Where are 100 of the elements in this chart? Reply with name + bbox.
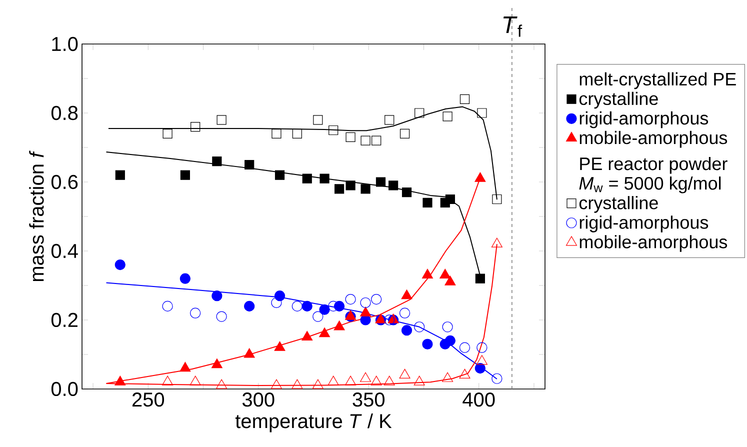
point (115, 170, 125, 180)
point (274, 170, 285, 180)
x-axis-title: temperature T / K (235, 414, 392, 432)
point (384, 314, 395, 326)
point (370, 376, 382, 386)
legend-label: mobile-amorphous (580, 235, 728, 252)
point (459, 368, 470, 378)
point (460, 94, 470, 104)
point (319, 304, 330, 315)
y-tick-label: 0.8 (51, 106, 78, 120)
point (476, 342, 488, 353)
point (444, 335, 456, 346)
point (292, 379, 303, 389)
point (211, 358, 222, 368)
point (271, 297, 282, 308)
point (345, 294, 356, 305)
y-tick-label: 0.4 (51, 244, 78, 258)
point (388, 180, 398, 190)
point (445, 194, 455, 204)
legend-label: rigid-amorphous (580, 216, 708, 232)
point (459, 342, 470, 353)
point (444, 276, 456, 286)
point (422, 198, 432, 208)
point (474, 172, 486, 182)
point (328, 125, 338, 136)
point (212, 156, 222, 166)
point (292, 128, 302, 138)
point (162, 128, 172, 138)
x-tick-label: 300 (242, 392, 274, 407)
point (360, 184, 370, 194)
point (399, 308, 410, 318)
point (302, 300, 312, 312)
point (491, 238, 502, 248)
legend-title: melt-crystallized PE (580, 72, 736, 90)
point (384, 376, 395, 386)
ref-line-label: T$_{f}$ (503, 16, 522, 37)
point (274, 290, 286, 302)
point (422, 268, 433, 278)
point (114, 376, 126, 386)
point (334, 300, 345, 312)
point (400, 128, 410, 138)
point (477, 108, 487, 118)
y-axis-title: mass fraction f (29, 150, 44, 282)
point (313, 115, 323, 125)
point (334, 320, 345, 330)
point (346, 132, 356, 142)
point (345, 376, 356, 386)
y-tick-label: 0.6 (51, 174, 78, 190)
point (180, 362, 191, 372)
point (334, 184, 344, 194)
point (399, 368, 410, 378)
point (312, 311, 324, 322)
point (244, 348, 255, 358)
point (190, 308, 201, 318)
point (346, 180, 356, 190)
point (216, 115, 226, 125)
x-tick-label: 250 (132, 392, 164, 407)
point (492, 373, 502, 384)
legend-label: crystalline (579, 196, 658, 213)
point (440, 268, 451, 278)
y-tick-label: 1.0 (52, 36, 78, 52)
point (272, 128, 282, 138)
point (360, 306, 372, 316)
point (422, 338, 433, 350)
y-tick-label: 0.2 (51, 312, 78, 328)
y-tick-label: 0.0 (51, 382, 78, 396)
point (190, 376, 201, 386)
point (360, 297, 371, 308)
point (114, 259, 126, 270)
legend-label: crystalline (579, 92, 658, 109)
point (442, 112, 452, 122)
point (328, 376, 339, 386)
point (474, 362, 486, 374)
point (442, 322, 453, 332)
point (320, 174, 330, 184)
point (274, 341, 286, 351)
x-tick-label: 350 (352, 392, 385, 407)
text: M$_{w}$ = 5000 kg/mol (579, 176, 721, 194)
point (360, 136, 370, 146)
point (216, 379, 228, 389)
point (475, 274, 485, 284)
point (180, 170, 190, 180)
point (302, 330, 313, 341)
point (371, 294, 382, 305)
point (376, 177, 386, 187)
point (216, 311, 227, 322)
point (180, 273, 190, 284)
point (401, 325, 412, 336)
point (244, 160, 254, 170)
point (212, 290, 222, 302)
point (270, 379, 282, 389)
point (414, 322, 425, 332)
point (414, 376, 425, 386)
point (312, 379, 324, 389)
legend-label: mobile-amorphous (580, 130, 728, 148)
point (302, 174, 312, 184)
text: PE reactor powder (580, 156, 728, 174)
point (476, 355, 488, 365)
point (360, 372, 372, 382)
point (414, 108, 424, 118)
